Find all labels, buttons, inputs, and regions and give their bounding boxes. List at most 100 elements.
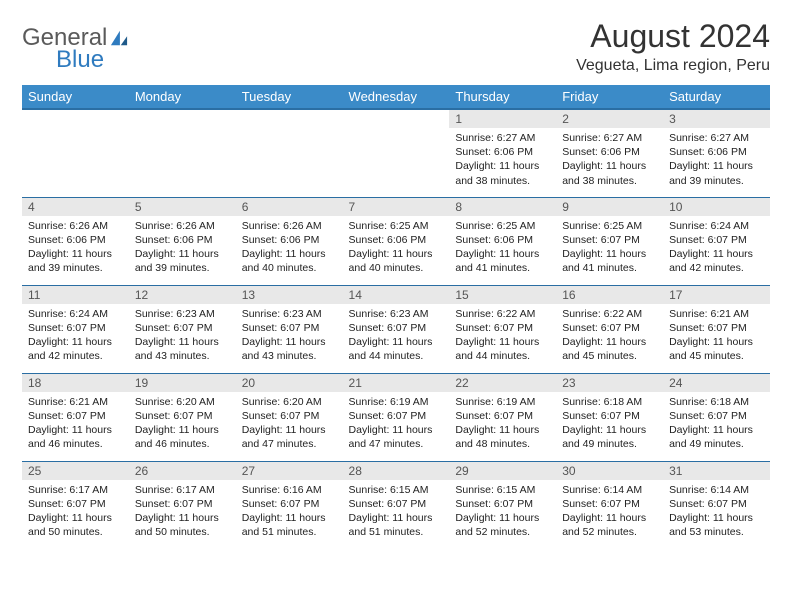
calendar-day-cell: 14Sunrise: 6:23 AMSunset: 6:07 PMDayligh…: [343, 285, 450, 373]
calendar-day-cell: 1Sunrise: 6:27 AMSunset: 6:06 PMDaylight…: [449, 109, 556, 197]
calendar-week-row: 4Sunrise: 6:26 AMSunset: 6:06 PMDaylight…: [22, 197, 770, 285]
day-details: Sunrise: 6:14 AMSunset: 6:07 PMDaylight:…: [663, 480, 770, 544]
calendar-day-cell: 7Sunrise: 6:25 AMSunset: 6:06 PMDaylight…: [343, 197, 450, 285]
weekday-header: Thursday: [449, 85, 556, 109]
calendar-week-row: 25Sunrise: 6:17 AMSunset: 6:07 PMDayligh…: [22, 461, 770, 549]
calendar-day-cell: [236, 109, 343, 197]
day-number: 3: [663, 110, 770, 128]
day-details: Sunrise: 6:15 AMSunset: 6:07 PMDaylight:…: [449, 480, 556, 544]
calendar-body: 1Sunrise: 6:27 AMSunset: 6:06 PMDaylight…: [22, 109, 770, 549]
calendar-day-cell: 22Sunrise: 6:19 AMSunset: 6:07 PMDayligh…: [449, 373, 556, 461]
day-number: 19: [129, 374, 236, 392]
day-number: 13: [236, 286, 343, 304]
day-number: 27: [236, 462, 343, 480]
day-number: 31: [663, 462, 770, 480]
day-details: Sunrise: 6:17 AMSunset: 6:07 PMDaylight:…: [129, 480, 236, 544]
day-number: 22: [449, 374, 556, 392]
calendar-day-cell: 6Sunrise: 6:26 AMSunset: 6:06 PMDaylight…: [236, 197, 343, 285]
calendar-day-cell: 9Sunrise: 6:25 AMSunset: 6:07 PMDaylight…: [556, 197, 663, 285]
calendar-day-cell: 25Sunrise: 6:17 AMSunset: 6:07 PMDayligh…: [22, 461, 129, 549]
calendar-day-cell: 11Sunrise: 6:24 AMSunset: 6:07 PMDayligh…: [22, 285, 129, 373]
day-number: 17: [663, 286, 770, 304]
day-number: 10: [663, 198, 770, 216]
day-number: 25: [22, 462, 129, 480]
day-number: 16: [556, 286, 663, 304]
day-details: Sunrise: 6:23 AMSunset: 6:07 PMDaylight:…: [343, 304, 450, 368]
day-number: 24: [663, 374, 770, 392]
calendar-day-cell: 15Sunrise: 6:22 AMSunset: 6:07 PMDayligh…: [449, 285, 556, 373]
calendar-day-cell: 18Sunrise: 6:21 AMSunset: 6:07 PMDayligh…: [22, 373, 129, 461]
day-number: 12: [129, 286, 236, 304]
day-details: Sunrise: 6:18 AMSunset: 6:07 PMDaylight:…: [663, 392, 770, 456]
day-details: Sunrise: 6:22 AMSunset: 6:07 PMDaylight:…: [556, 304, 663, 368]
day-details: Sunrise: 6:26 AMSunset: 6:06 PMDaylight:…: [129, 216, 236, 280]
day-number: 2: [556, 110, 663, 128]
calendar-week-row: 11Sunrise: 6:24 AMSunset: 6:07 PMDayligh…: [22, 285, 770, 373]
day-number: 11: [22, 286, 129, 304]
day-number: 23: [556, 374, 663, 392]
calendar-day-cell: 12Sunrise: 6:23 AMSunset: 6:07 PMDayligh…: [129, 285, 236, 373]
day-number: 8: [449, 198, 556, 216]
calendar-day-cell: 27Sunrise: 6:16 AMSunset: 6:07 PMDayligh…: [236, 461, 343, 549]
day-number: 9: [556, 198, 663, 216]
calendar-day-cell: 2Sunrise: 6:27 AMSunset: 6:06 PMDaylight…: [556, 109, 663, 197]
day-number: 18: [22, 374, 129, 392]
day-details: Sunrise: 6:24 AMSunset: 6:07 PMDaylight:…: [663, 216, 770, 280]
day-details: Sunrise: 6:15 AMSunset: 6:07 PMDaylight:…: [343, 480, 450, 544]
logo-text-blue: Blue: [22, 46, 129, 74]
day-details: Sunrise: 6:16 AMSunset: 6:07 PMDaylight:…: [236, 480, 343, 544]
header: GeneralBlue August 2024 Vegueta, Lima re…: [22, 18, 770, 75]
calendar-day-cell: 19Sunrise: 6:20 AMSunset: 6:07 PMDayligh…: [129, 373, 236, 461]
day-details: Sunrise: 6:20 AMSunset: 6:07 PMDaylight:…: [236, 392, 343, 456]
day-number: 1: [449, 110, 556, 128]
day-number: 6: [236, 198, 343, 216]
weekday-header: Tuesday: [236, 85, 343, 109]
calendar-week-row: 1Sunrise: 6:27 AMSunset: 6:06 PMDaylight…: [22, 109, 770, 197]
title-block: August 2024 Vegueta, Lima region, Peru: [576, 18, 770, 75]
calendar-day-cell: [22, 109, 129, 197]
day-details: Sunrise: 6:26 AMSunset: 6:06 PMDaylight:…: [236, 216, 343, 280]
day-number: 21: [343, 374, 450, 392]
day-details: Sunrise: 6:25 AMSunset: 6:06 PMDaylight:…: [449, 216, 556, 280]
calendar-day-cell: 3Sunrise: 6:27 AMSunset: 6:06 PMDaylight…: [663, 109, 770, 197]
weekday-header: Monday: [129, 85, 236, 109]
weekday-header: Wednesday: [343, 85, 450, 109]
page-title: August 2024: [576, 18, 770, 55]
calendar-day-cell: 30Sunrise: 6:14 AMSunset: 6:07 PMDayligh…: [556, 461, 663, 549]
day-details: Sunrise: 6:14 AMSunset: 6:07 PMDaylight:…: [556, 480, 663, 544]
calendar-day-cell: 16Sunrise: 6:22 AMSunset: 6:07 PMDayligh…: [556, 285, 663, 373]
day-details: Sunrise: 6:19 AMSunset: 6:07 PMDaylight:…: [449, 392, 556, 456]
calendar-day-cell: [343, 109, 450, 197]
day-number: 5: [129, 198, 236, 216]
calendar-day-cell: 8Sunrise: 6:25 AMSunset: 6:06 PMDaylight…: [449, 197, 556, 285]
calendar-table: SundayMondayTuesdayWednesdayThursdayFrid…: [22, 85, 770, 549]
day-details: Sunrise: 6:17 AMSunset: 6:07 PMDaylight:…: [22, 480, 129, 544]
day-number: 26: [129, 462, 236, 480]
day-number: 29: [449, 462, 556, 480]
day-details: Sunrise: 6:27 AMSunset: 6:06 PMDaylight:…: [556, 128, 663, 192]
calendar-day-cell: 10Sunrise: 6:24 AMSunset: 6:07 PMDayligh…: [663, 197, 770, 285]
day-details: Sunrise: 6:27 AMSunset: 6:06 PMDaylight:…: [449, 128, 556, 192]
calendar-day-cell: 17Sunrise: 6:21 AMSunset: 6:07 PMDayligh…: [663, 285, 770, 373]
day-number: 28: [343, 462, 450, 480]
day-number: 15: [449, 286, 556, 304]
calendar-day-cell: 13Sunrise: 6:23 AMSunset: 6:07 PMDayligh…: [236, 285, 343, 373]
day-number: 30: [556, 462, 663, 480]
calendar-day-cell: 23Sunrise: 6:18 AMSunset: 6:07 PMDayligh…: [556, 373, 663, 461]
day-number: 14: [343, 286, 450, 304]
day-details: Sunrise: 6:27 AMSunset: 6:06 PMDaylight:…: [663, 128, 770, 192]
calendar-day-cell: 26Sunrise: 6:17 AMSunset: 6:07 PMDayligh…: [129, 461, 236, 549]
day-details: Sunrise: 6:22 AMSunset: 6:07 PMDaylight:…: [449, 304, 556, 368]
day-details: Sunrise: 6:26 AMSunset: 6:06 PMDaylight:…: [22, 216, 129, 280]
calendar-header-row: SundayMondayTuesdayWednesdayThursdayFrid…: [22, 85, 770, 109]
day-details: Sunrise: 6:18 AMSunset: 6:07 PMDaylight:…: [556, 392, 663, 456]
day-number: 7: [343, 198, 450, 216]
day-details: Sunrise: 6:19 AMSunset: 6:07 PMDaylight:…: [343, 392, 450, 456]
day-details: Sunrise: 6:21 AMSunset: 6:07 PMDaylight:…: [663, 304, 770, 368]
day-details: Sunrise: 6:23 AMSunset: 6:07 PMDaylight:…: [129, 304, 236, 368]
day-details: Sunrise: 6:24 AMSunset: 6:07 PMDaylight:…: [22, 304, 129, 368]
day-details: Sunrise: 6:23 AMSunset: 6:07 PMDaylight:…: [236, 304, 343, 368]
day-number: 20: [236, 374, 343, 392]
calendar-day-cell: 29Sunrise: 6:15 AMSunset: 6:07 PMDayligh…: [449, 461, 556, 549]
day-details: Sunrise: 6:20 AMSunset: 6:07 PMDaylight:…: [129, 392, 236, 456]
